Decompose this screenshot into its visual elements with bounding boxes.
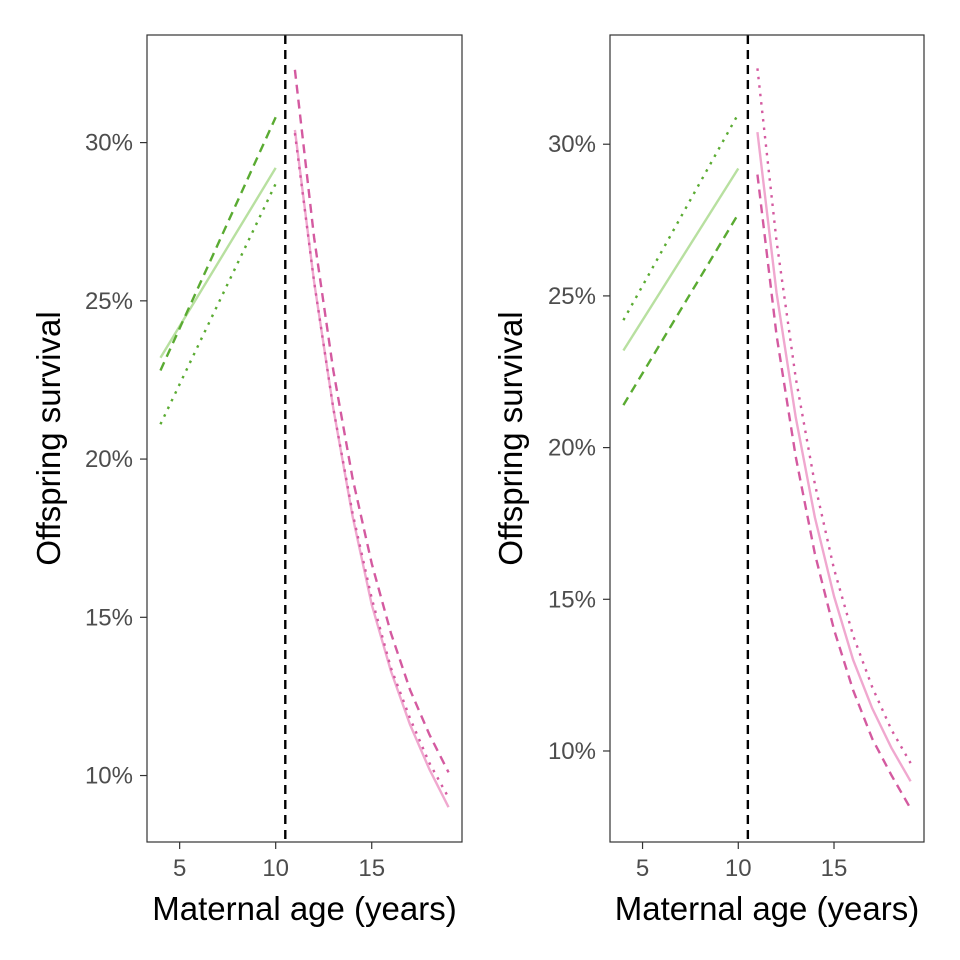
- series-line-4: [293, 129, 450, 808]
- series-group: [159, 69, 450, 808]
- series-line-5: [756, 174, 912, 810]
- series-line-5: [293, 69, 450, 773]
- panel-border: [609, 34, 925, 843]
- series-line-6: [756, 68, 912, 764]
- panel-border: [146, 34, 463, 843]
- panel-2: 5 10 15 10% 15% 20% 25% 30% Maternal age (years)…: [492, 34, 925, 927]
- y-axis-title: Offspring survival: [492, 311, 529, 565]
- y-tick-label: 10%: [85, 763, 133, 790]
- y-tick-label: 10%: [548, 738, 596, 765]
- panel-1: 5 10 15 10% 15% 20% 25% 30% Maternal age (years)…: [30, 34, 463, 927]
- y-tick-label: 30%: [548, 131, 596, 158]
- y-tick-label: 20%: [85, 446, 133, 473]
- y-tick-label: 15%: [548, 586, 596, 613]
- series-line-1: [159, 167, 277, 359]
- series-line-2: [622, 213, 740, 406]
- x-tick-label: 5: [636, 855, 649, 882]
- series-line-2: [159, 116, 277, 371]
- y-tick-label: 30%: [85, 130, 133, 157]
- series-line-4: [756, 131, 912, 782]
- x-tick-label: 5: [173, 855, 186, 882]
- x-tick-label: 15: [358, 855, 385, 882]
- y-tick-label: 15%: [85, 604, 133, 631]
- series-group: [622, 68, 912, 810]
- y-tick-label: 25%: [548, 283, 596, 310]
- x-axis-title: Maternal age (years): [615, 890, 919, 927]
- y-axis-title: Offspring survival: [30, 311, 67, 565]
- series-line-1: [622, 167, 740, 352]
- series-line-6: [293, 132, 450, 799]
- x-tick-label: 10: [262, 855, 289, 882]
- x-tick-label: 15: [821, 855, 848, 882]
- x-tick-label: 10: [725, 855, 752, 882]
- y-tick-label: 20%: [548, 435, 596, 462]
- series-line-3: [159, 183, 277, 425]
- x-axis-title: Maternal age (years): [152, 890, 456, 927]
- y-tick-label: 25%: [85, 288, 133, 315]
- series-line-3: [622, 113, 740, 321]
